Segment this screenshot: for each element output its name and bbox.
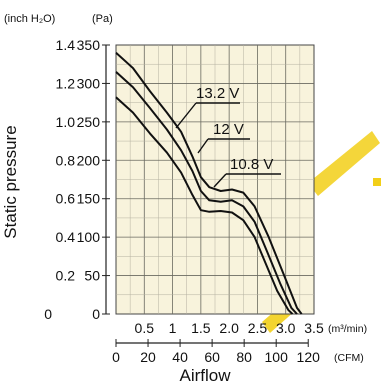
y-axis-title: Static pressure xyxy=(1,125,20,239)
series-line-13-2-v xyxy=(115,51,303,315)
y-tick-label-pa: 100 xyxy=(77,229,101,245)
y-tick-label-pa: 150 xyxy=(77,191,101,207)
x-tick-label-cfm: 60 xyxy=(204,349,220,365)
y-tick-label-inch: 0.8 xyxy=(56,152,76,168)
x-tick-label-m3min: 2.5 xyxy=(248,320,268,336)
x-tick-label-cfm: 100 xyxy=(265,349,289,365)
y-tick-label-inch: 1.0 xyxy=(56,114,76,130)
annotation-leader xyxy=(197,138,209,154)
y-tick-label-inch: 0.2 xyxy=(56,268,76,284)
annotation-leader xyxy=(175,102,197,129)
x-tick-label-m3min: 1 xyxy=(169,320,177,336)
x-axis-title: Airflow xyxy=(179,366,231,385)
watermark-dot xyxy=(373,178,381,186)
y-tick-label-pa: 50 xyxy=(84,268,100,284)
x-tick-label-m3min: 1.5 xyxy=(191,320,211,336)
y-tick-label-pa: 0 xyxy=(92,306,100,322)
series-label-10-8-v: 10.8 V xyxy=(230,156,273,173)
y-tick-label-pa: 200 xyxy=(77,152,101,168)
y-tick-label-inch: 1.4 xyxy=(56,37,76,53)
y-tick-label-pa: 300 xyxy=(77,75,101,91)
series-line-12-v xyxy=(115,71,298,315)
y-unit-primary: (Pa) xyxy=(92,13,113,25)
annotation-leader xyxy=(213,173,227,188)
x-tick-label-m3min: 3.0 xyxy=(276,320,296,336)
x-tick-label-cfm: 120 xyxy=(297,349,321,365)
x-tick-label-m3min: 2.0 xyxy=(219,320,239,336)
x-unit-primary: (m³/min) xyxy=(328,323,367,335)
y-axis-title-wrap: Static pressure xyxy=(1,112,21,252)
y-tick-label-pa: 350 xyxy=(77,37,101,53)
x-tick-label-cfm: 80 xyxy=(236,349,252,365)
x-tick-label-m3min: 0.5 xyxy=(135,320,155,336)
y-unit-secondary: (inch H₂O) xyxy=(4,13,55,25)
y-tick-label-inch: 0.4 xyxy=(56,229,76,245)
y-tick-label-pa: 250 xyxy=(77,114,101,130)
x-tick-label-cfm: 0 xyxy=(112,349,120,365)
series-label-13-2-v: 13.2 V xyxy=(196,85,239,102)
series-line-10-8-v xyxy=(115,96,294,315)
x-tick-label-cfm: 40 xyxy=(172,349,188,365)
y-tick-label-inch: 1.2 xyxy=(56,75,76,91)
series-label-12-v: 12 V xyxy=(213,121,244,138)
watermark-stripe-upper xyxy=(308,131,380,196)
x-tick-label-cfm: 20 xyxy=(140,349,156,365)
y-tick-label-inch: 0.6 xyxy=(56,191,76,207)
x-tick-label-m3min: 3.5 xyxy=(304,320,324,336)
x-unit-secondary: (CFM) xyxy=(334,352,364,364)
y-zero-label-inch: 0 xyxy=(44,306,52,322)
